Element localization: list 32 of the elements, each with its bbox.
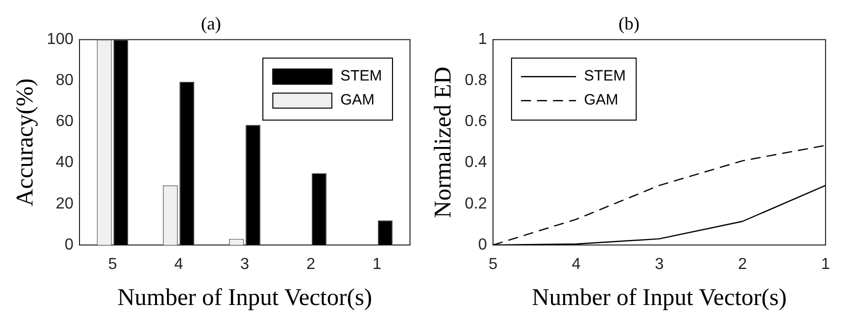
chart-title: (b) xyxy=(618,14,640,34)
legend-label: STEM xyxy=(340,68,382,85)
y-tick-label: 60 xyxy=(56,113,74,130)
x-tick-label: 5 xyxy=(108,256,118,274)
y-tick-label: 0.2 xyxy=(464,195,488,212)
y-tick-label: 40 xyxy=(56,154,74,172)
x-axis-title: Number of Input Vector(s) xyxy=(532,284,787,311)
x-tick-label: 2 xyxy=(306,256,316,274)
x-tick-label: 4 xyxy=(174,256,184,274)
y-tick-label: 0.4 xyxy=(464,154,488,172)
legend-label: GAM xyxy=(584,92,618,109)
y-tick-label: 80 xyxy=(56,72,74,90)
x-tick-label: 4 xyxy=(572,256,581,274)
y-axis-title: Normalized ED xyxy=(430,66,457,218)
y-tick-label: 1 xyxy=(478,31,488,48)
y-tick-label: 0 xyxy=(478,236,488,254)
y-tick-label: 0 xyxy=(64,236,74,254)
x-axis-title: Number of Input Vector(s) xyxy=(117,284,372,311)
y-tick-label: 20 xyxy=(56,195,74,212)
chart-title: (a) xyxy=(201,14,221,34)
legend-label: STEM xyxy=(584,68,626,85)
x-tick-label: 2 xyxy=(738,256,747,274)
x-tick-label: 5 xyxy=(488,256,498,274)
y-axis-title: Accuracy(%) xyxy=(12,78,39,206)
x-tick-label: 1 xyxy=(821,256,830,274)
x-tick-label: 3 xyxy=(240,256,250,274)
y-tick-label: 0.6 xyxy=(464,113,488,130)
y-tick-label: 100 xyxy=(46,31,74,48)
x-tick-label: 3 xyxy=(654,256,664,274)
x-tick-label: 1 xyxy=(372,256,382,274)
legend-label: GAM xyxy=(340,92,375,109)
y-tick-label: 0.8 xyxy=(464,72,488,90)
